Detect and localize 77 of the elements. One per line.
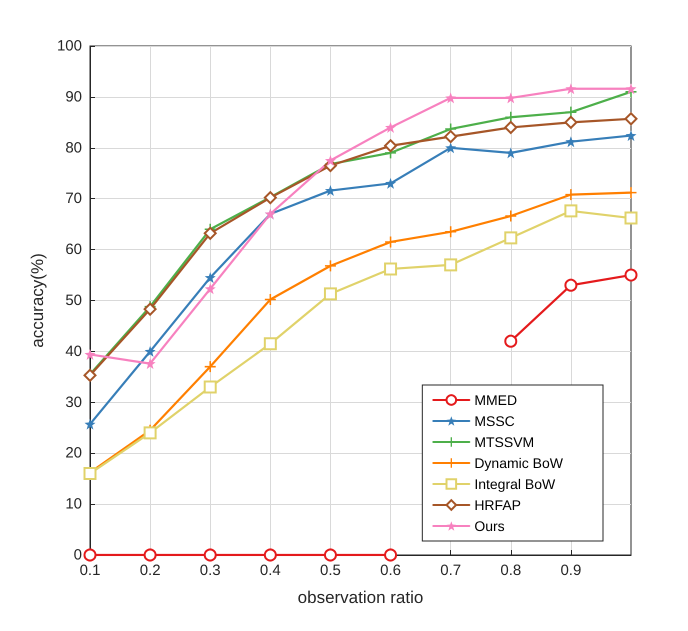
legend-label: MTSSVM [474,434,534,450]
point [144,548,157,562]
y-tick-label: 40 [65,342,82,360]
x-axis-title: observation ratio [298,588,424,607]
point [204,380,217,394]
point [324,185,336,196]
point [504,120,518,134]
point [564,116,578,129]
y-tick-label: 0 [74,546,82,564]
point [324,548,337,562]
legend-label: HRFAP [474,497,522,513]
point [84,548,96,562]
legend-label: MSSC [474,413,515,429]
point [504,334,518,348]
point [445,226,456,238]
x-tick-label: 0.9 [560,562,582,579]
legend-label: MMED [474,392,518,408]
point [384,262,398,276]
x-tick-label: 0.7 [440,562,462,579]
y-tick-label: 80 [65,139,82,156]
point [385,122,396,133]
y-tick-label: 10 [65,496,82,513]
x-tick-label: 0.1 [80,562,100,579]
y-tick-label: 70 [65,190,82,208]
y-tick-label: 20 [65,444,82,462]
point [384,139,398,152]
point [505,210,516,222]
point [626,83,636,94]
point [264,548,277,562]
point [204,283,216,294]
point [204,361,216,372]
x-tick-label: 0.2 [140,562,161,579]
point [324,155,336,166]
point [144,346,156,357]
x-tick-label: 0.5 [320,562,341,579]
x-tick-label: 0.4 [260,562,281,579]
y-tick-label: 90 [65,88,82,106]
y-tick-label: 60 [65,241,82,258]
point [264,294,276,305]
point [204,548,217,562]
x-tick-label: 0.8 [500,562,522,579]
point [384,548,398,562]
point [445,92,456,104]
legend-label: Ours [474,518,505,534]
point [444,130,458,144]
point [324,287,337,300]
point [84,348,96,360]
point [565,136,576,148]
y-tick-label: 50 [65,292,82,309]
x-tick-label: 0.6 [380,562,401,579]
point [385,178,396,189]
point [624,112,638,126]
point [324,260,336,272]
point [624,268,638,282]
point [204,272,216,284]
y-tick-label: 100 [56,38,82,54]
point [565,106,576,118]
y-tick-label: 30 [65,394,82,411]
point [565,83,576,94]
point [444,258,458,272]
point [564,278,578,292]
point [624,212,638,225]
legend-label: Integral BoW [474,476,556,492]
legend-label: Dynamic BoW [474,455,564,471]
point [84,418,96,430]
point [204,226,217,240]
point [504,231,518,244]
point [144,302,157,316]
point [564,204,578,218]
point [626,187,636,198]
point [385,236,396,248]
point [445,142,456,154]
y-axis-title: accuracy(%) [28,253,47,348]
point [626,130,636,142]
point [264,337,277,350]
point [144,426,157,440]
x-tick-label: 0.3 [200,562,221,579]
